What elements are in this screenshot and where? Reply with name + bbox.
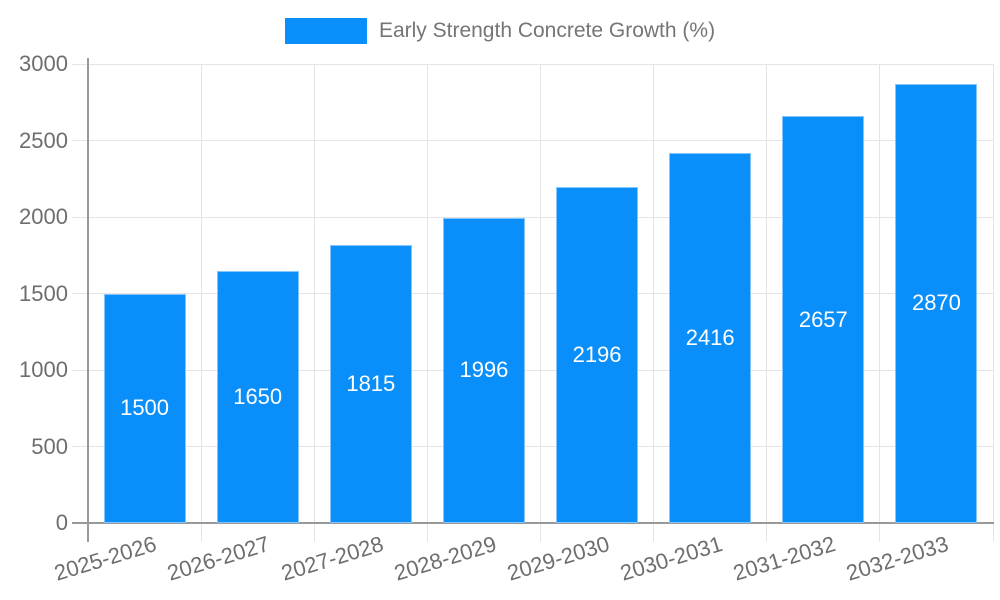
y-tick-label: 3000 <box>19 51 68 76</box>
bar-2026-2027[interactable] <box>216 270 299 523</box>
chart-legend: Early Strength Concrete Growth (%) <box>0 18 1000 44</box>
bar-2030-2031[interactable] <box>669 153 752 523</box>
x-tick-label: 2031-2032 <box>730 531 839 586</box>
y-tick-label: 2500 <box>19 127 68 153</box>
bar-value-label: 1650 <box>233 383 283 409</box>
x-tick-label: 2029-2030 <box>504 531 613 586</box>
gridline-vertical <box>653 64 655 542</box>
gridline-vertical <box>766 64 768 542</box>
bar-value-label: 1815 <box>346 371 396 397</box>
y-tick-label: 0 <box>55 510 68 535</box>
bar-2031-2032[interactable] <box>782 116 865 523</box>
bar-2032-2033[interactable] <box>895 83 978 523</box>
gridline-horizontal <box>72 446 993 447</box>
gridline-vertical <box>200 64 202 542</box>
bar-value-label: 1996 <box>459 357 509 383</box>
x-tick-label: 2032-2033 <box>843 531 952 586</box>
bar-2028-2029[interactable] <box>442 217 525 523</box>
y-tick-label: 500 <box>31 433 68 459</box>
x-tick-label: 2028-2029 <box>391 531 499 586</box>
bar-value-label: 2196 <box>572 342 622 367</box>
bar-2025-2026[interactable] <box>103 293 186 523</box>
legend-label: Early Strength Concrete Growth (%) <box>378 19 716 42</box>
bar-value-label: 2416 <box>685 325 735 351</box>
bar-value-label: 2657 <box>798 306 848 332</box>
x-tick-label: 2030-2031 <box>617 531 726 586</box>
x-axis-line <box>72 522 994 524</box>
bar-2029-2030[interactable] <box>556 187 639 523</box>
y-tick-label: 2000 <box>19 204 68 229</box>
gridline-horizontal <box>72 140 993 141</box>
bar-value-label: 2870 <box>911 290 961 316</box>
gridline-vertical <box>879 64 881 542</box>
y-tick-label: 1000 <box>19 357 68 382</box>
gridline-vertical <box>426 64 428 542</box>
bar-2027-2028[interactable] <box>329 245 412 523</box>
legend-swatch <box>284 18 367 44</box>
x-tick-label: 2027-2028 <box>277 531 386 586</box>
gridline-horizontal <box>72 369 993 371</box>
gridline-horizontal <box>72 293 993 294</box>
y-tick-label: 1500 <box>19 280 68 306</box>
gridline-vertical <box>540 64 541 542</box>
gridline-vertical <box>313 64 315 542</box>
y-axis-line <box>87 58 89 542</box>
bar-value-label: 1500 <box>120 395 170 421</box>
gridline-horizontal <box>72 216 993 218</box>
gridline-vertical <box>992 64 994 542</box>
x-tick-label: 2025-2026 <box>51 531 160 586</box>
gridline-horizontal <box>72 63 993 65</box>
x-tick-label: 2026-2027 <box>164 531 273 586</box>
